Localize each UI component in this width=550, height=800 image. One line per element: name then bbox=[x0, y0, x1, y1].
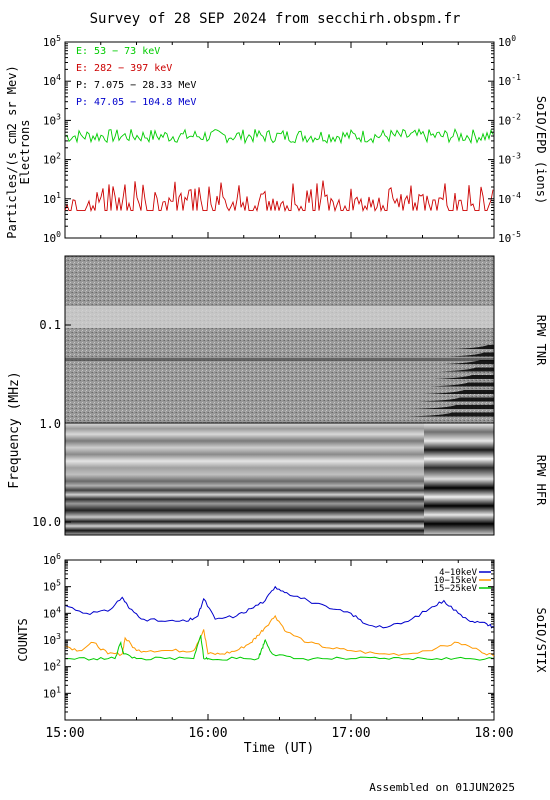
legend-e-53-73: E: 53 − 73 keV bbox=[76, 46, 160, 57]
stix-right-label: SoIO/STIX bbox=[534, 607, 548, 673]
stix-series-group bbox=[64, 585, 495, 661]
stix-ytick-label: 104 bbox=[43, 605, 61, 620]
tnr-burst-stripe bbox=[407, 412, 494, 417]
hfr-right-label: RPW HFR bbox=[534, 455, 548, 506]
stix-ytick-label: 106 bbox=[43, 552, 61, 567]
epd-ytick-label: 104 bbox=[43, 73, 61, 88]
x-axis-label: Time (UT) bbox=[244, 741, 314, 756]
figure-title: Survey of 28 SEP 2024 from secchirh.obsp… bbox=[90, 11, 461, 27]
legend-e-282-397: E: 282 − 397 keV bbox=[76, 63, 172, 74]
epd-ytick-label: 101 bbox=[43, 191, 61, 206]
legend-p-47-104: P: 47.05 − 104.8 MeV bbox=[76, 97, 196, 108]
hfr-frame bbox=[64, 422, 495, 536]
epd-ylabel-right: SoIO/EPD (ions) bbox=[534, 96, 548, 204]
epd-series-group bbox=[64, 127, 494, 213]
epd-ylabel-left-2: Electrons bbox=[18, 119, 32, 184]
tnr-bright-band bbox=[65, 306, 494, 328]
hfr-spectrogram-late bbox=[424, 423, 494, 535]
epd-right-ytick-label: 10-3 bbox=[498, 152, 521, 167]
stix-series-line-1 bbox=[64, 614, 495, 657]
stix-ytick-label: 101 bbox=[43, 685, 61, 700]
tnr-burst-stripe bbox=[433, 375, 494, 379]
epd-right-ytick-label: 10-5 bbox=[498, 230, 521, 245]
epd-ylabel-left-1: Particles/(s cm2 sr Mev) bbox=[5, 65, 19, 238]
epd-series-line-0 bbox=[64, 127, 494, 145]
x-tick-label-1800: 18:00 bbox=[474, 726, 513, 741]
x-tick-label-1500: 15:00 bbox=[45, 726, 84, 741]
stix-ylabel: COUNTS bbox=[16, 618, 30, 661]
tnr-burst-stripe bbox=[417, 397, 494, 402]
legend-p-7-28: P: 7.075 − 28.33 MeV bbox=[76, 80, 196, 91]
epd-right-ytick-label: 100 bbox=[498, 34, 516, 49]
epd-series-line-1 bbox=[64, 180, 494, 213]
stix-panel: 101 102 103 104 105 106 4−10keV 10−15keV 15−2… bbox=[16, 552, 548, 756]
epd-right-ytick-label: 10-2 bbox=[498, 112, 521, 127]
tnr-ytick-label-0-1: 0.1 bbox=[39, 318, 61, 332]
tnr-burst-stripe bbox=[428, 382, 494, 387]
x-tick-label-1700: 17:00 bbox=[331, 726, 370, 741]
tnr-panel: 0.1 1.0 RPW TNR bbox=[39, 255, 548, 431]
stix-series-line-0 bbox=[64, 585, 495, 629]
assembled-footer: Assembled on 01JUN2025 bbox=[369, 781, 515, 794]
tnr-burst-stripe bbox=[454, 345, 494, 349]
stix-ytick-label: 105 bbox=[43, 579, 61, 594]
hfr-spectrogram bbox=[65, 423, 424, 535]
stix-series-line-2 bbox=[65, 635, 495, 661]
hfr-panel: 10.0 RPW HFR Frequency (MHz) bbox=[7, 371, 548, 536]
epd-right-ytick-label: 10-1 bbox=[498, 73, 521, 88]
tnr-right-label: RPW TNR bbox=[534, 315, 548, 366]
stix-axis-ticks: 101 102 103 104 105 106 bbox=[43, 552, 494, 721]
stix-plot-frame bbox=[64, 559, 495, 721]
tnr-radio-burst bbox=[407, 345, 494, 417]
tnr-burst-stripe bbox=[443, 360, 494, 364]
stix-legend-label-15-25: 15−25keV bbox=[434, 584, 478, 594]
tnr-burst-stripe bbox=[422, 390, 494, 394]
frequency-ylabel: Frequency (MHz) bbox=[7, 371, 22, 488]
stix-legend-label-10-15: 10−15keV bbox=[434, 576, 478, 586]
tnr-dark-line bbox=[65, 358, 494, 361]
tnr-burst-stripe bbox=[438, 367, 494, 372]
epd-ytick-label: 102 bbox=[43, 152, 61, 167]
tnr-burst-stripe bbox=[448, 352, 494, 357]
x-tick-label-1600: 16:00 bbox=[188, 726, 227, 741]
tnr-ytick-label-1-0: 1.0 bbox=[39, 417, 61, 431]
epd-panel: 100 10-5 101 10-4 102 10-3 103 10-2 104 10-1 105 10… bbox=[5, 34, 548, 245]
epd-ytick-label: 100 bbox=[43, 230, 61, 245]
stix-legend: 4−10keV 10−15keV 15−25keV bbox=[434, 568, 491, 594]
epd-right-ytick-label: 10-4 bbox=[498, 191, 521, 206]
stix-ytick-label: 102 bbox=[43, 659, 61, 674]
tnr-burst-stripe bbox=[412, 405, 494, 409]
hfr-ytick-label-10: 10.0 bbox=[32, 515, 61, 529]
stix-legend-label-4-10: 4−10keV bbox=[439, 568, 478, 578]
tnr-spectrogram bbox=[65, 256, 494, 423]
epd-legend: E: 53 − 73 keV E: 282 − 397 keV P: 7.075… bbox=[76, 46, 196, 108]
stix-ytick-label: 103 bbox=[43, 632, 61, 647]
epd-ytick-label: 105 bbox=[43, 34, 61, 49]
epd-ytick-label: 103 bbox=[43, 112, 61, 127]
